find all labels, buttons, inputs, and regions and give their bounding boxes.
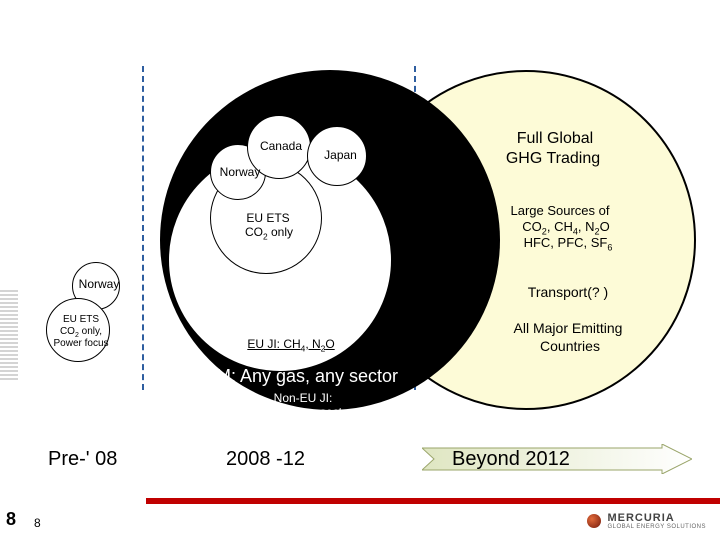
page-number-large: 8: [6, 509, 16, 530]
label-large-sources-line3: HFC, PFC, SF6: [498, 236, 638, 253]
label-all-major-line1: All Major Emitting: [478, 320, 658, 336]
brand-text: MERCURIA GLOBAL ENERGY SOLUTIONS: [607, 512, 706, 530]
brand-tagline: GLOBAL ENERGY SOLUTIONS: [607, 524, 706, 530]
label-all-major-line2: Countries: [510, 338, 630, 354]
timeline-2008-12: 2008 -12: [226, 448, 305, 471]
label-non-eu-ji-line1: Non-EU JI:: [238, 392, 368, 406]
label-norway-outer: Norway: [72, 278, 126, 292]
side-hatch-decoration: [0, 290, 18, 380]
timeline-pre08: Pre-' 08: [48, 448, 117, 471]
label-non-eu-ji-line2: Any gas, any sector: [210, 406, 390, 420]
footer-red-bar: [146, 498, 720, 504]
label-eu-ets-outer-line3: Power focus: [48, 338, 114, 350]
timeline-beyond-2012: Beyond 2012: [452, 448, 570, 471]
label-eu-ets-inner-line1: EU ETS: [236, 212, 300, 226]
brand-logo-icon: [587, 514, 601, 528]
label-eu-ets-outer-line1: EU ETS: [58, 314, 104, 326]
diagram-stage: Canada Japan Norway EU ETS CO2 only Norw…: [0, 0, 720, 540]
label-full-global-line1: Full Global: [480, 130, 630, 148]
brand-logo: MERCURIA GLOBAL ENERGY SOLUTIONS: [587, 512, 706, 530]
label-transport: Transport(? ): [498, 284, 638, 300]
label-canada: Canada: [256, 140, 306, 154]
label-large-sources-line1: Large Sources of: [480, 204, 640, 219]
period-divider-left: [142, 66, 144, 390]
label-norway-top: Norway: [212, 166, 268, 180]
label-japan: Japan: [318, 149, 363, 163]
label-eu-ji: EU JI: CH4, N2O: [216, 338, 366, 354]
label-eu-ets-inner-line2: CO2 only: [234, 226, 304, 242]
page-number-small: 8: [34, 516, 41, 530]
brand-name: MERCURIA: [607, 512, 706, 524]
label-full-global-line2: GHG Trading: [478, 150, 628, 168]
label-cdm: CDM: Any gas, any sector: [134, 366, 454, 387]
